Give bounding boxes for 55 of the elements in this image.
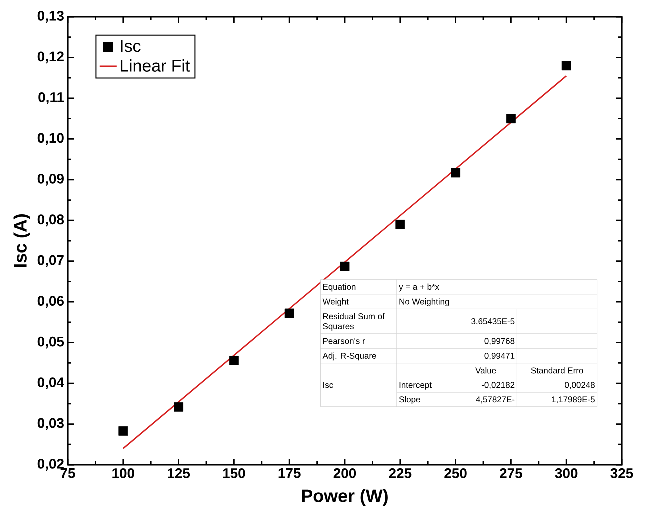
point	[118, 426, 128, 436]
point	[340, 262, 350, 272]
annotation: -0,02182	[482, 382, 515, 390]
annotation: Residual Sum of Squares	[323, 313, 385, 332]
legend-label: Linear Fit	[120, 60, 190, 72]
annotation: 0,99768	[484, 338, 515, 346]
x-tick-label: 325	[610, 468, 634, 478]
x-tick-label: 225	[389, 468, 412, 478]
annotation: 0,00248	[565, 382, 595, 390]
x-tick-label: 100	[112, 468, 134, 478]
x-tick-label: 250	[444, 468, 467, 478]
x-axis-title: Power (W)	[302, 489, 388, 506]
annotation: 3,65435E-5	[472, 318, 515, 326]
x-tick-label: 125	[168, 468, 190, 478]
annotation: 4,57827E-	[476, 396, 515, 404]
annotation: 0,99471	[484, 352, 515, 360]
x-tick-label: 75	[60, 468, 76, 478]
point	[174, 402, 184, 412]
y-tick-label: 0,11	[38, 92, 64, 104]
annotation: Pearson's r	[323, 338, 366, 344]
point	[506, 114, 516, 124]
annotation: 1,17989E-5	[552, 396, 595, 404]
annotation: Intercept	[400, 382, 432, 390]
point	[284, 308, 294, 318]
y-tick-label: 0,06	[38, 296, 64, 308]
annotation: y = a + b*x	[399, 284, 440, 292]
y-axis-title: Isc (A)	[14, 214, 30, 268]
annotation: Weight	[322, 298, 349, 306]
y-tick-label: 0,10	[38, 133, 64, 146]
annotation: Value	[476, 367, 496, 374]
annotation: Equation	[323, 284, 356, 292]
y-tick-label: 0,08	[38, 214, 64, 227]
y-tick-label: 0,03	[38, 418, 64, 430]
annotation: Adj. R-Square	[322, 352, 376, 361]
y-tick-label: 0,09	[38, 174, 64, 186]
x-tick-label: 150	[223, 468, 246, 478]
y-tick-label: 0,05	[38, 336, 64, 349]
y-tick-label: 0,13	[38, 11, 64, 23]
y-tick-label: 0,02	[38, 459, 64, 471]
point	[230, 356, 239, 366]
point	[451, 168, 461, 178]
annotation: Standard Erro	[531, 367, 584, 374]
legend-label: Isc	[121, 40, 141, 52]
x-tick-label: 175	[278, 468, 301, 478]
x-tick-label: 200	[334, 468, 356, 478]
x-tick-label: 275	[500, 468, 522, 478]
y-tick-label: 0,07	[38, 255, 64, 268]
x-tick-label: 300	[555, 468, 578, 478]
y-tick-label: 0,12	[38, 52, 64, 64]
point	[396, 220, 406, 230]
y-tick-label: 0,04	[38, 378, 64, 390]
annotation: Isc	[324, 382, 334, 388]
annotation: Slope	[399, 396, 420, 404]
annotation: No Weighting	[400, 298, 450, 306]
point	[562, 61, 572, 71]
